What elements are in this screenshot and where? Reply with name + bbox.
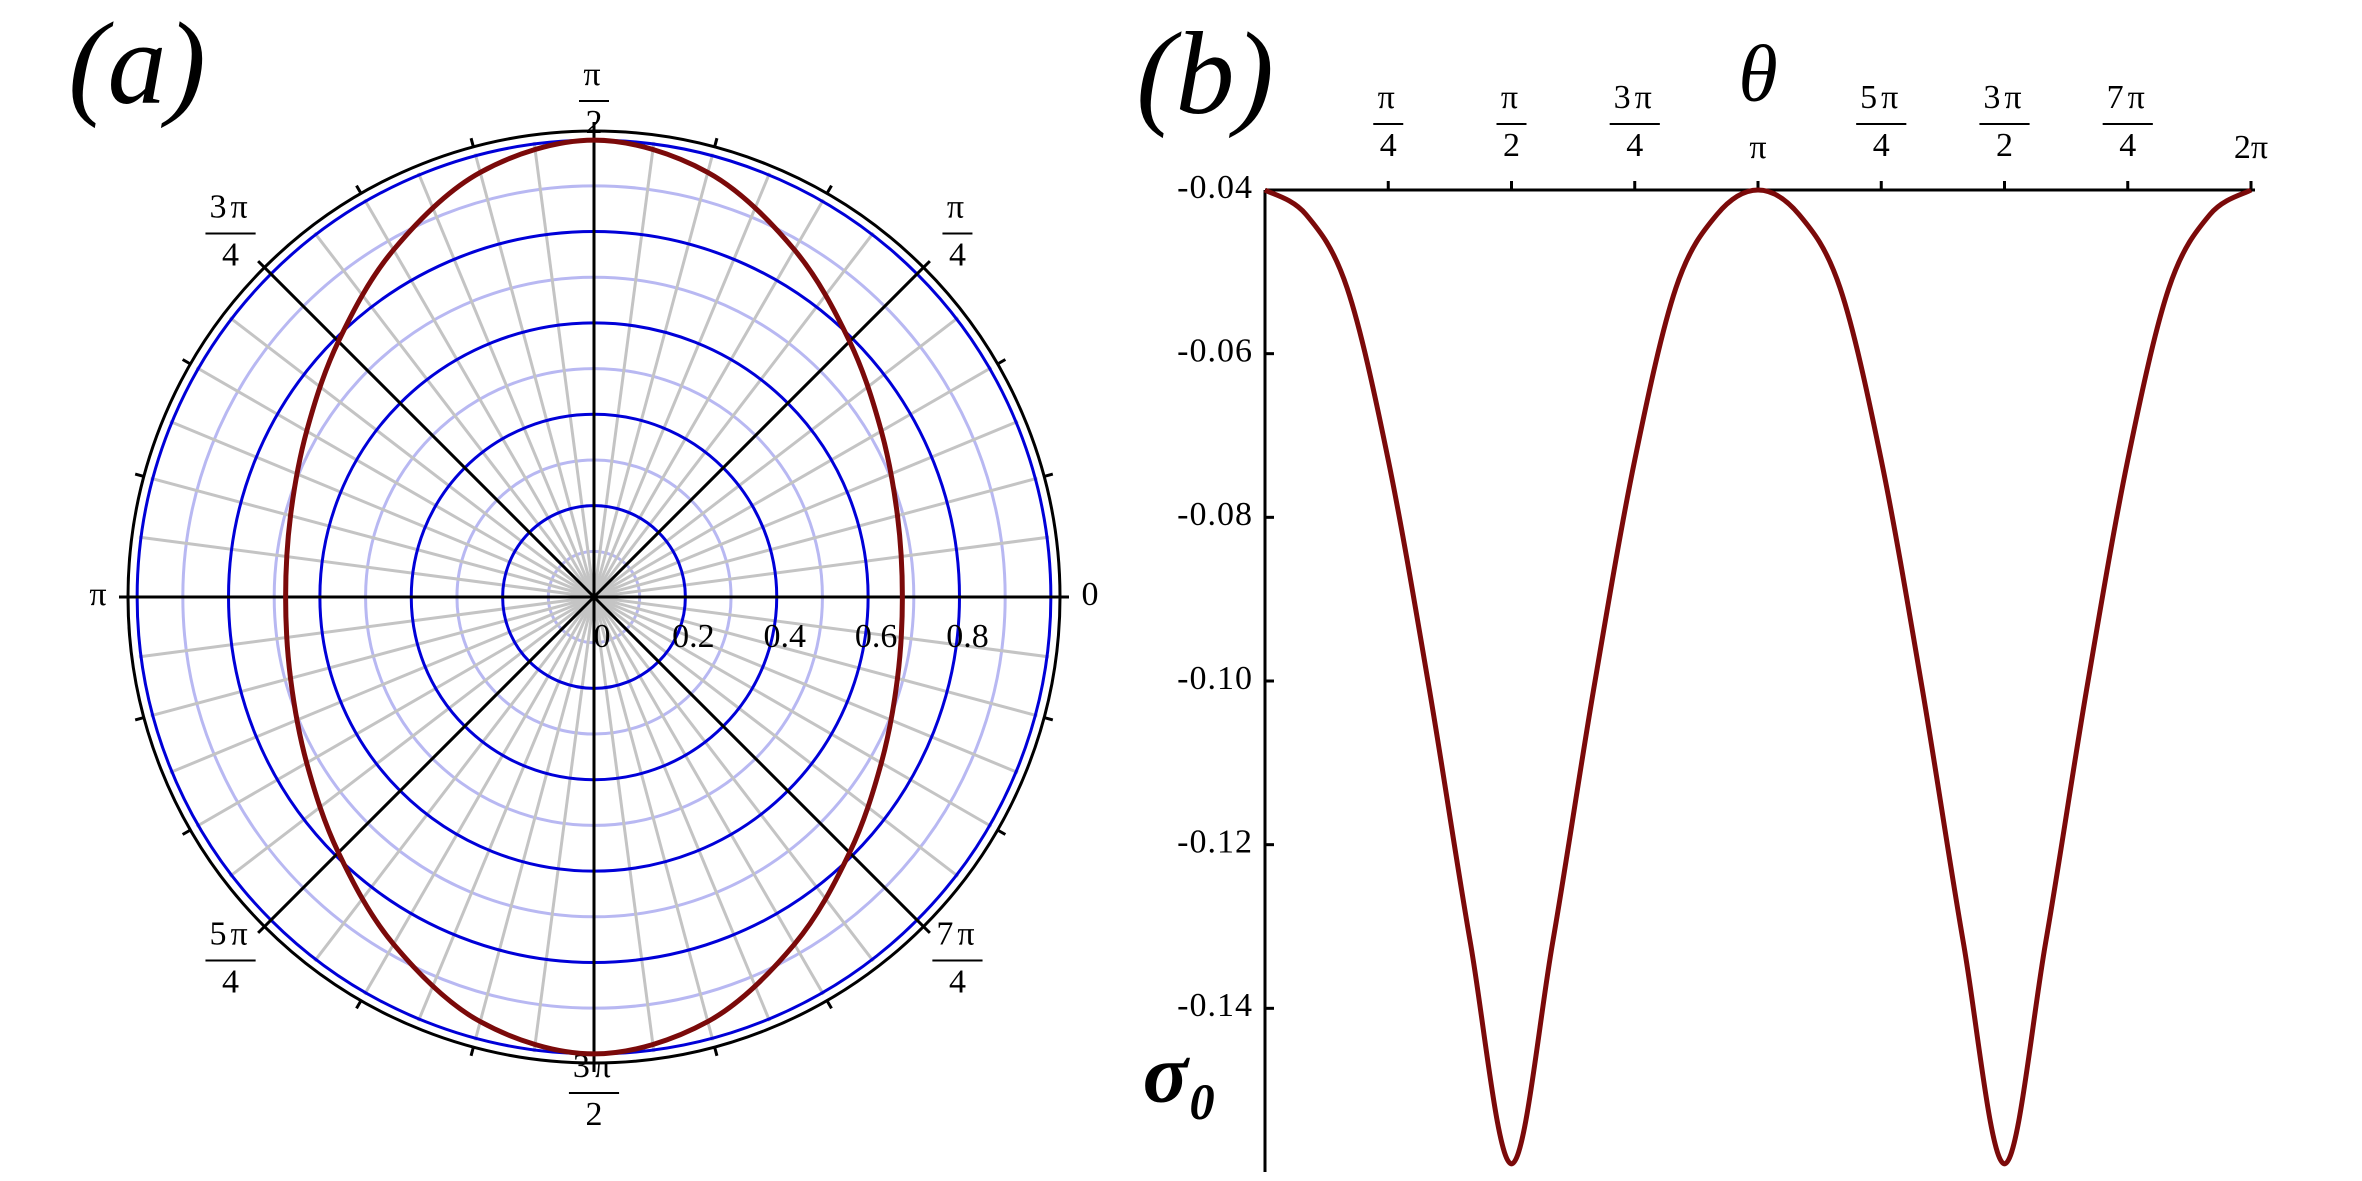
minor-spoke [593, 595, 1038, 718]
tick-label: 3π 2 [1983, 79, 2025, 164]
minor-spoke [473, 153, 596, 598]
angle-grid-line [263, 266, 596, 599]
minor-spoke [532, 596, 596, 1053]
minor-spoke [592, 153, 715, 598]
tick-label: 7π 4 [936, 915, 978, 1000]
minor-spoke [592, 596, 825, 996]
angle-grid-line [592, 595, 925, 928]
frame-tick [257, 925, 266, 934]
frame-tick [134, 472, 145, 478]
minor-spoke [169, 595, 595, 775]
r-tick-label: 0 [594, 618, 611, 655]
r-tick-label: 0.4 [763, 618, 806, 655]
minor-spoke [593, 316, 960, 599]
minor-spoke [195, 595, 595, 828]
frame-tick [355, 184, 363, 195]
minor-spoke [138, 595, 595, 659]
r-tick-label: 0.8 [946, 618, 989, 655]
minor-spoke [593, 419, 1019, 599]
frame-tick [825, 184, 833, 195]
minor-spoke [416, 596, 596, 1022]
tick-label: 7π 4 [2107, 79, 2149, 164]
y-tick-label: -0.06 [1177, 332, 1253, 369]
polar-curve [283, 137, 905, 1057]
frame-tick [996, 828, 1007, 836]
tick-label: 3π 4 [1614, 79, 1656, 164]
angle-grid-line [263, 595, 596, 928]
tick-label: π [1749, 129, 1766, 166]
minor-spoke [593, 366, 993, 599]
minor-spoke [169, 419, 595, 599]
y-axis-label: σ₀ [1143, 1027, 1218, 1120]
minor-spoke [592, 596, 772, 1022]
frame-tick [1043, 716, 1054, 722]
y-tick-label: -0.14 [1177, 987, 1253, 1024]
frame-tick [922, 260, 931, 269]
tick-label: 3π 2 [573, 1048, 615, 1133]
frame-tick [257, 260, 266, 269]
r-tick-label: 0.2 [672, 618, 715, 655]
frame-tick [922, 925, 931, 934]
minor-spoke [150, 595, 595, 718]
angle-grid-line [592, 266, 925, 599]
x-axis-label: θ [1738, 30, 1777, 118]
y-tick-label: -0.12 [1177, 823, 1253, 860]
frame-tick [181, 358, 192, 366]
frame-tick [134, 716, 145, 722]
y-tick-label: -0.04 [1177, 169, 1253, 206]
minor-spoke [228, 595, 595, 878]
panel-title: (a) [68, 0, 206, 129]
minor-spoke [593, 535, 1050, 599]
minor-spoke [592, 172, 772, 598]
minor-spoke [363, 596, 596, 996]
minor-spoke [363, 198, 596, 598]
y-tick-label: -0.08 [1177, 496, 1253, 533]
r-tick-label: 0.6 [855, 618, 898, 655]
frame-tick [355, 999, 363, 1010]
minor-spoke [593, 595, 993, 828]
minor-spoke [228, 316, 595, 599]
tick-label: π [89, 576, 106, 613]
frame-tick [996, 358, 1007, 366]
line [1263, 187, 2253, 1167]
tick-label: 5π 4 [209, 915, 251, 1000]
minor-spoke [138, 535, 595, 599]
minor-spoke [592, 596, 715, 1041]
frame-tick [181, 828, 192, 836]
tick-label: 3π 4 [209, 188, 251, 273]
minor-spoke [150, 476, 595, 599]
frame-tick [825, 999, 833, 1010]
minor-spoke [593, 476, 1038, 599]
frame-tick [1043, 472, 1054, 478]
minor-spoke [195, 366, 595, 599]
panel-title: (b) [1136, 8, 1274, 139]
tick-label: 2π [2234, 129, 2268, 166]
minor-spoke [592, 596, 656, 1053]
tick-label: 5π 4 [1860, 79, 1902, 164]
minor-spoke [532, 141, 596, 598]
minor-spoke [416, 172, 596, 598]
frame-tick [713, 137, 719, 148]
minor-spoke [473, 596, 596, 1041]
y-tick-label: -0.10 [1177, 660, 1253, 697]
minor-spoke [593, 595, 1019, 775]
minor-spoke [593, 595, 1050, 659]
minor-spoke [593, 595, 960, 878]
tick-label: 0 [1082, 576, 1099, 613]
frame-tick [469, 1046, 475, 1057]
minor-spoke [592, 141, 656, 598]
minor-spoke [592, 198, 825, 598]
frame-tick [469, 137, 475, 148]
frame-tick [713, 1046, 719, 1057]
